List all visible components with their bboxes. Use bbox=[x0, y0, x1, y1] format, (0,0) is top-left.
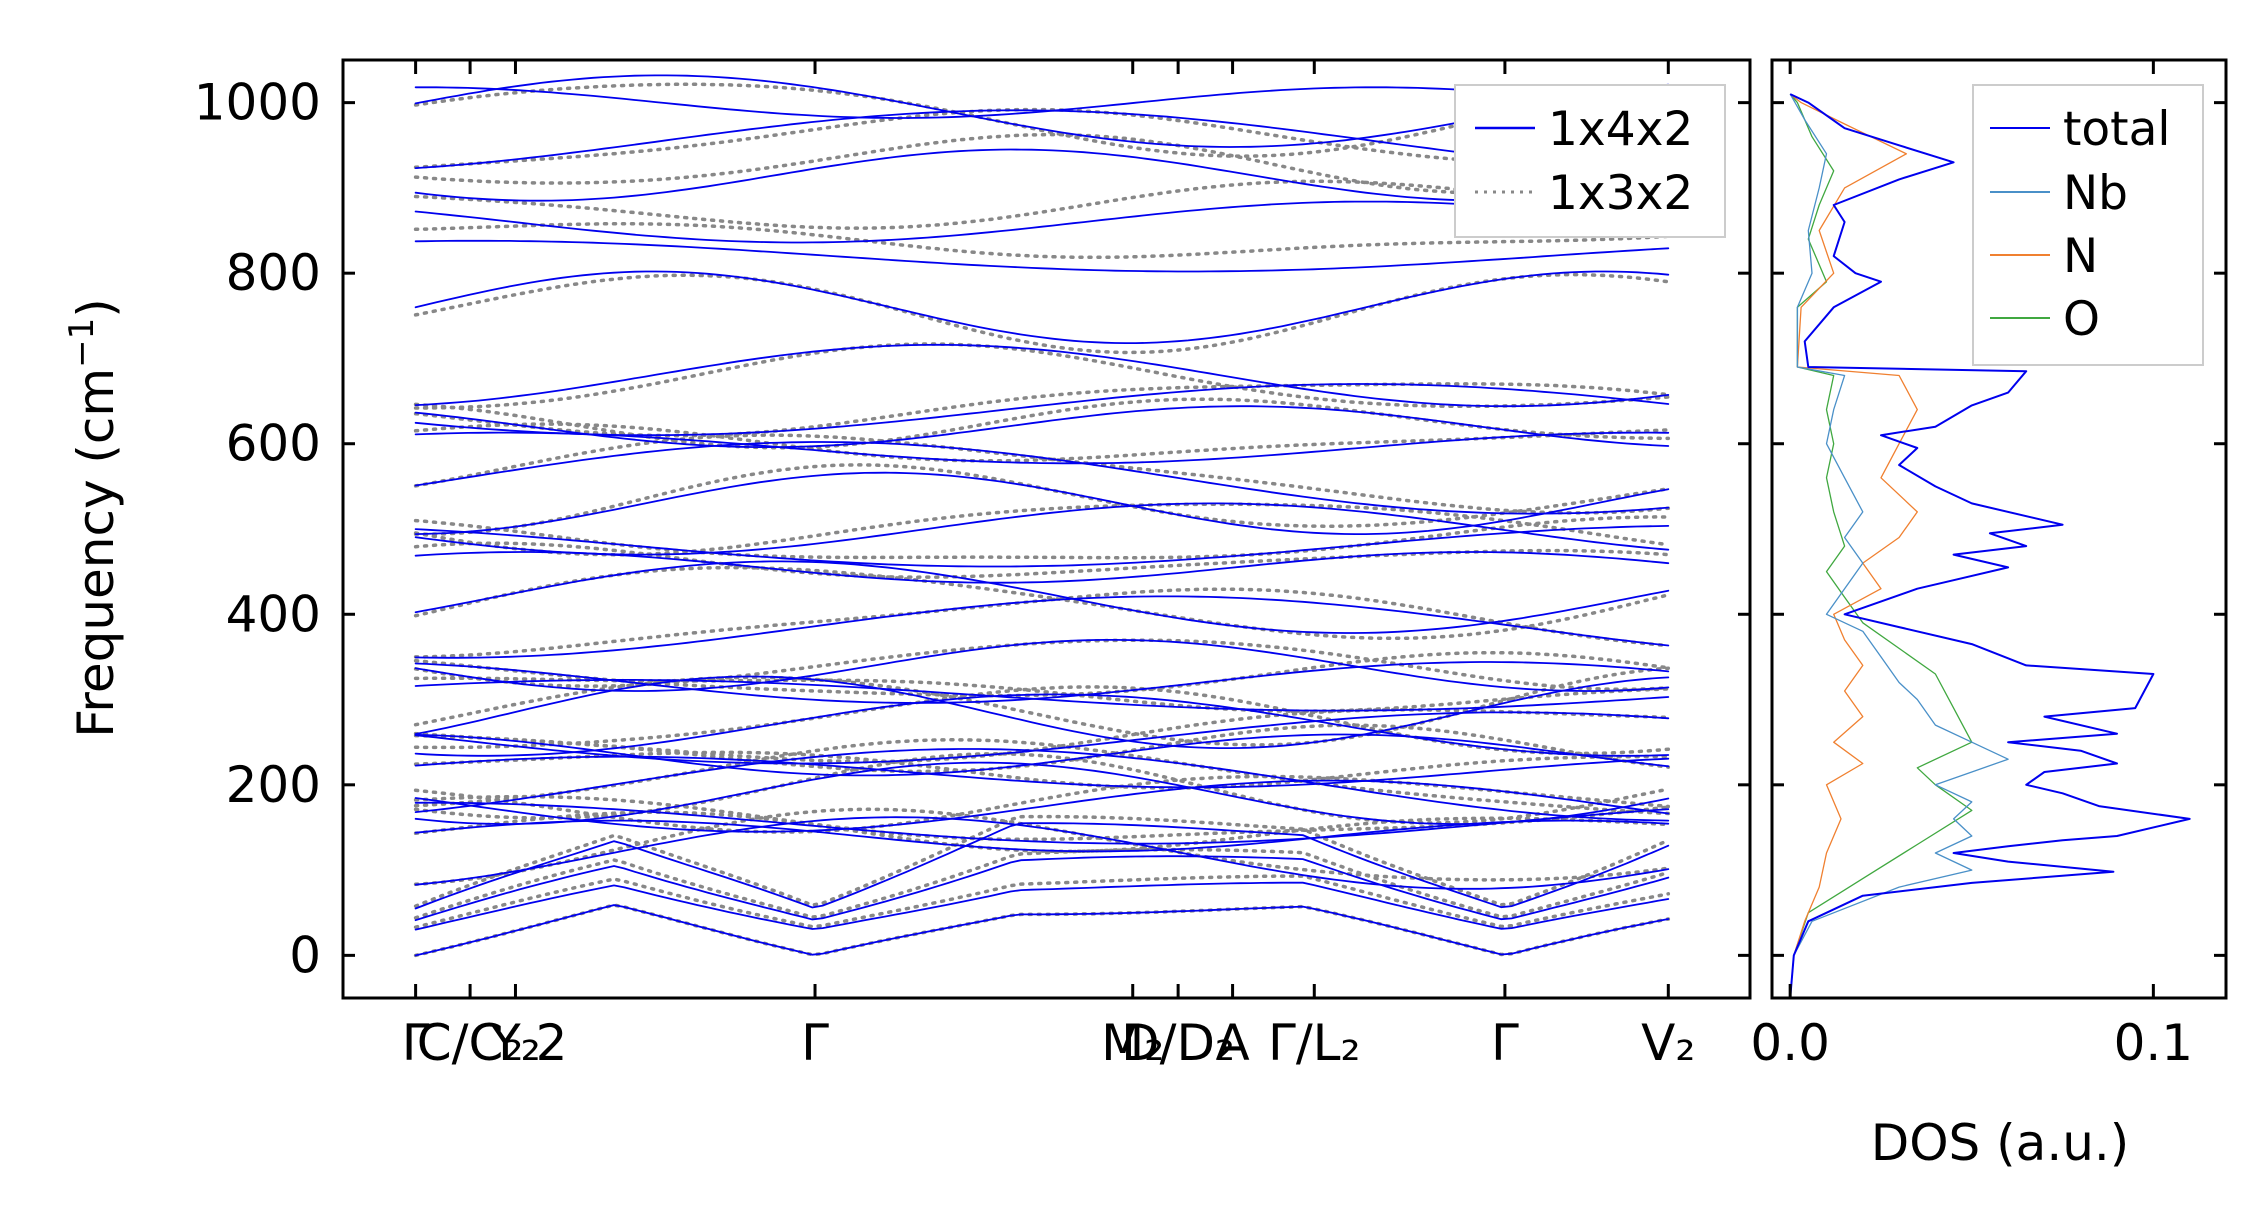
dos-legend: total Nb N O bbox=[1972, 84, 2204, 366]
band-line bbox=[413, 179, 1671, 230]
x-tick-label: M₂ bbox=[1101, 1014, 1164, 1072]
band-line bbox=[414, 761, 1670, 825]
band-line bbox=[413, 433, 1671, 515]
y-tick-label: 600 bbox=[226, 415, 321, 473]
band-line bbox=[414, 405, 1670, 448]
dos-line-o bbox=[1789, 93, 1973, 998]
band-frame bbox=[341, 58, 1752, 1000]
dos-line-nb bbox=[1789, 93, 2009, 998]
band-line bbox=[413, 903, 1671, 958]
band-line bbox=[414, 441, 1670, 515]
band-line bbox=[414, 239, 1670, 273]
y-tick-label: 200 bbox=[226, 756, 321, 814]
band-lines bbox=[413, 74, 1671, 958]
x-axis-title-dos: DOS (a.u.) bbox=[1871, 1114, 2130, 1172]
band-y-ticks: 0 200 400 600 800 1000 bbox=[194, 74, 1750, 984]
band-line bbox=[414, 816, 1670, 890]
dos-x-tick-label: 0.1 bbox=[2114, 1014, 2194, 1072]
legend-label-total: total bbox=[2063, 102, 2170, 157]
x-tick-label: D/D₂ bbox=[1121, 1014, 1235, 1072]
band-line bbox=[413, 272, 1671, 355]
band-line bbox=[414, 502, 1670, 556]
x-tick-label: A bbox=[1215, 1014, 1249, 1072]
x-tick-label: Γ bbox=[1491, 1014, 1519, 1072]
y-axis-title: Frequency (cm−1) bbox=[62, 298, 125, 738]
band-line bbox=[414, 270, 1670, 344]
band-line bbox=[414, 343, 1670, 408]
band-line bbox=[414, 733, 1670, 777]
band-line bbox=[413, 342, 1671, 410]
x-tick-label: Γ bbox=[801, 1014, 829, 1072]
band-legend-box bbox=[1454, 84, 1726, 238]
band-line bbox=[414, 679, 1670, 712]
legend-label-1x3x2: 1x3x2 bbox=[1548, 166, 1693, 221]
band-line bbox=[413, 752, 1671, 825]
dos-y-ticks bbox=[1772, 101, 2226, 957]
band-line bbox=[414, 675, 1670, 749]
x-tick-label: 2 bbox=[536, 1014, 568, 1072]
band-line bbox=[414, 801, 1670, 845]
band-line bbox=[414, 904, 1670, 957]
band-line bbox=[414, 595, 1670, 659]
band-line bbox=[413, 221, 1671, 260]
dos-x-tick-label: 0.0 bbox=[1750, 1014, 1830, 1072]
band-line bbox=[413, 874, 1671, 929]
band-line bbox=[413, 565, 1671, 641]
band-line bbox=[414, 779, 1670, 833]
band-line bbox=[413, 847, 1671, 920]
band-line bbox=[413, 463, 1671, 536]
band-line bbox=[413, 587, 1671, 659]
band-series-1x4x2 bbox=[414, 74, 1670, 957]
band-line bbox=[414, 693, 1670, 757]
legend-label-n: N bbox=[2063, 229, 2098, 284]
band-line bbox=[414, 471, 1670, 535]
band-line bbox=[414, 822, 1670, 910]
dos-line-n bbox=[1789, 93, 1918, 998]
band-line bbox=[413, 541, 1671, 579]
dos-line-total bbox=[1789, 93, 2191, 998]
band-line bbox=[414, 383, 1670, 437]
y-tick-label: 0 bbox=[289, 926, 321, 984]
band-line bbox=[414, 661, 1670, 704]
band-line bbox=[414, 560, 1670, 634]
band-legend: 1x4x2 1x3x2 bbox=[1454, 84, 1726, 238]
y-tick-label: 1000 bbox=[194, 74, 321, 132]
band-line bbox=[413, 807, 1671, 887]
band-line bbox=[414, 881, 1670, 931]
legend-label-1x4x2: 1x4x2 bbox=[1548, 102, 1693, 157]
band-line bbox=[414, 551, 1670, 584]
x-tick-label: Γ bbox=[402, 1014, 430, 1072]
x-tick-label: V₂ bbox=[1641, 1014, 1695, 1072]
dos-lines bbox=[1789, 93, 2191, 998]
band-line bbox=[414, 855, 1670, 922]
legend-label-o: O bbox=[2063, 292, 2100, 347]
band-line bbox=[414, 755, 1670, 789]
band-line bbox=[414, 748, 1670, 822]
x-tick-label: Y₂ bbox=[489, 1014, 541, 1072]
dos-frame bbox=[1770, 58, 2228, 1000]
band-line bbox=[413, 774, 1671, 834]
dos-x-ticks: 0.0 0.1 bbox=[1750, 60, 2193, 1072]
band-line bbox=[414, 525, 1670, 568]
x-tick-label: C/C₂ bbox=[417, 1014, 524, 1072]
y-tick-label: 400 bbox=[226, 585, 321, 643]
band-line bbox=[414, 639, 1670, 692]
legend-label-nb: Nb bbox=[2063, 166, 2128, 221]
band-line bbox=[413, 638, 1671, 692]
x-tick-label: Γ/L₂ bbox=[1268, 1014, 1361, 1072]
band-line bbox=[413, 814, 1671, 908]
y-tick-label: 800 bbox=[226, 244, 321, 302]
dos-panel: 0.0 0.1 DOS (a.u.) total Nb N O bbox=[1750, 58, 2228, 1172]
